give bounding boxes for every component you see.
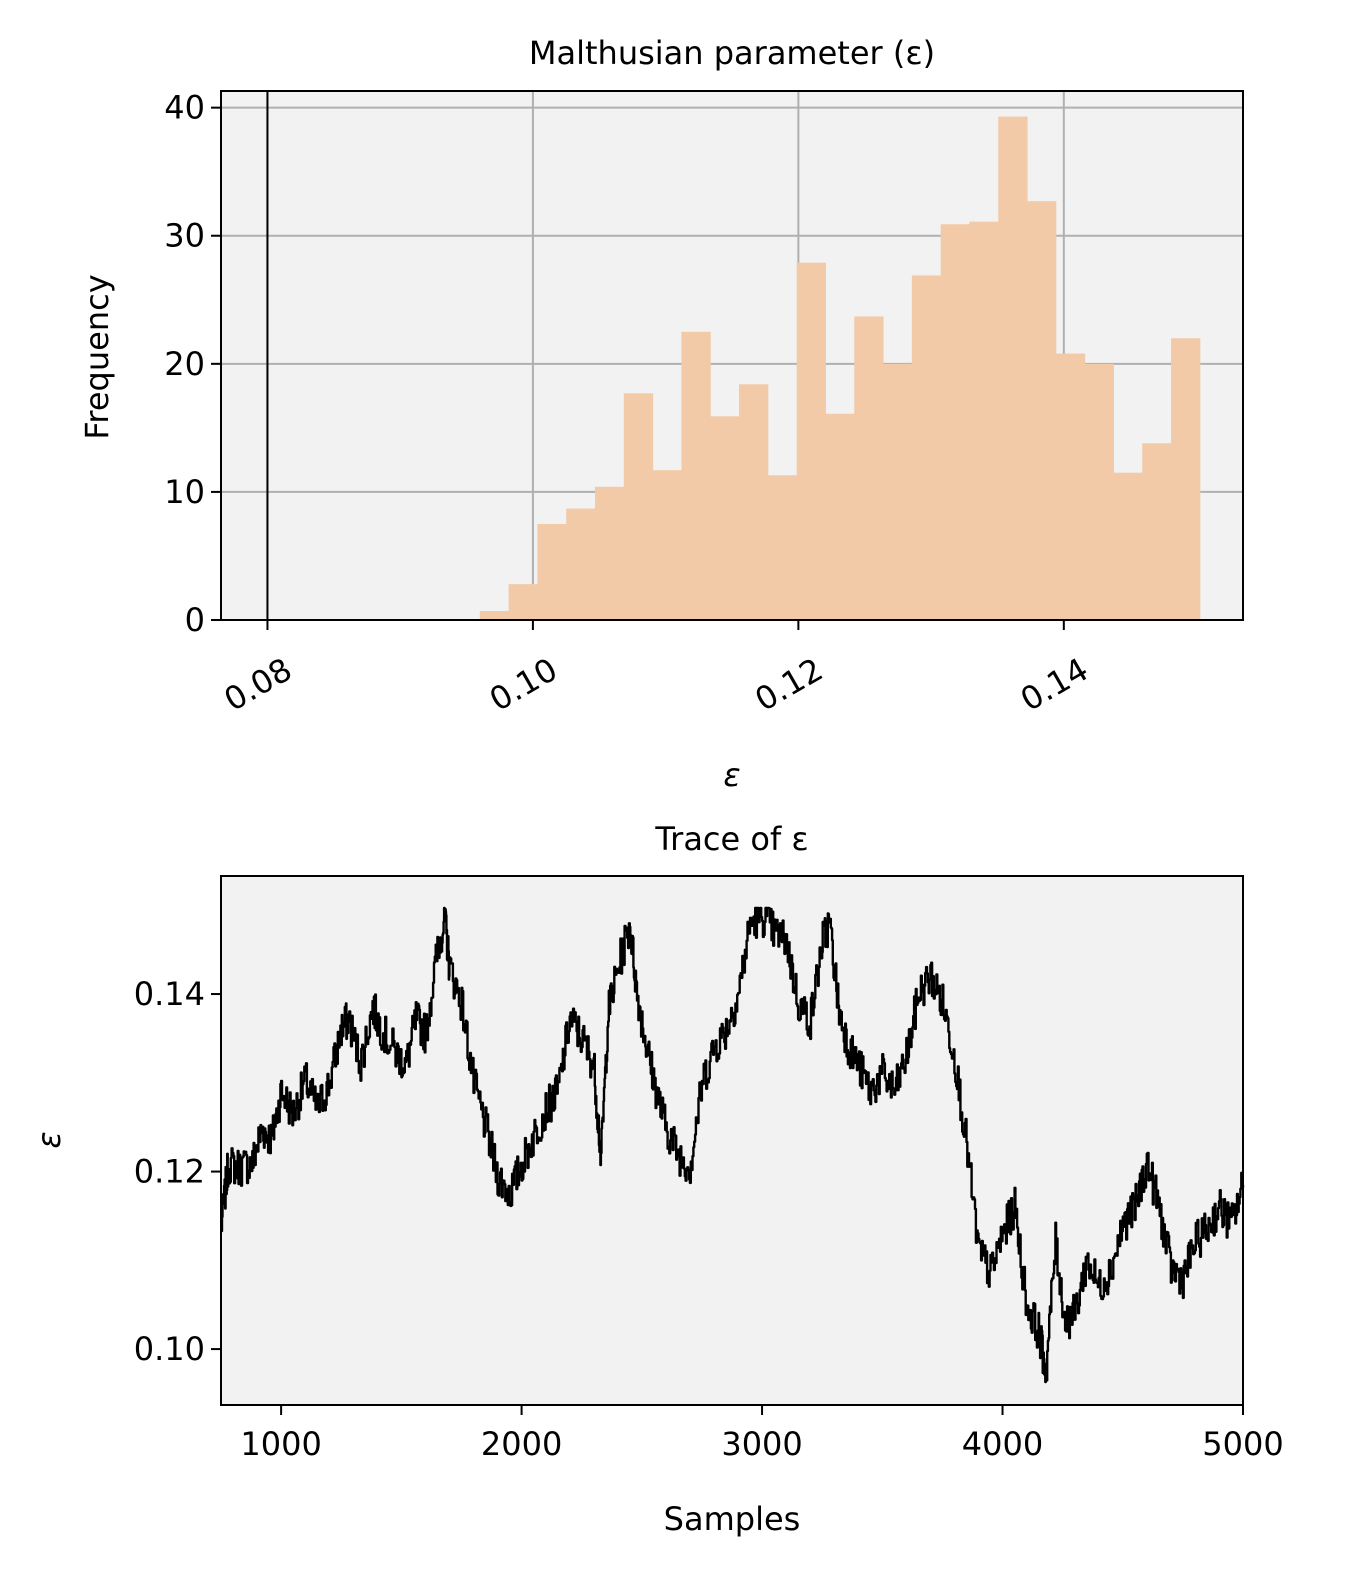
histogram-bar [566, 508, 596, 620]
histogram-bar [854, 316, 884, 620]
histogram-chart: 0.08 0.10 0.12 0.14 0 10 20 30 40 Malthusian pa… [78, 34, 1244, 794]
trace-plot-area [221, 876, 1243, 1405]
trace-x-tick-label: 5000 [1202, 1425, 1283, 1463]
histogram-bars [479, 116, 1201, 621]
histogram-y-tick-label: 40 [164, 89, 205, 127]
histogram-y-label: Frequency [78, 274, 116, 439]
histogram-x-ticks: 0.08 0.10 0.12 0.14 [218, 620, 1095, 719]
histogram-x-tick-label: 0.12 [749, 650, 830, 719]
histogram-bar [681, 331, 711, 620]
histogram-y-ticks: 0 10 20 30 40 [164, 89, 221, 639]
trace-x-tick-label: 3000 [721, 1425, 802, 1463]
histogram-bar [479, 611, 510, 620]
histogram-bar [1055, 353, 1086, 620]
histogram-bar [825, 413, 855, 620]
histogram-title: Malthusian parameter (ε) [529, 34, 935, 72]
histogram-bar [998, 116, 1028, 620]
trace-x-label: Samples [664, 1500, 801, 1538]
histogram-y-tick-label: 10 [164, 473, 205, 511]
histogram-bar [883, 363, 913, 620]
histogram-bar [1113, 472, 1143, 620]
trace-frame [220, 875, 1244, 1406]
histogram-bar [911, 275, 942, 620]
trace-y-ticks: 0.10 0.12 0.14 [134, 975, 221, 1368]
histogram-bar [1027, 201, 1057, 620]
histogram-bar [1084, 363, 1114, 620]
trace-y-tick-label: 0.10 [134, 1330, 205, 1368]
trace-y-label: ε [30, 1131, 68, 1148]
histogram-bar [508, 584, 538, 620]
histogram-x-label: ε [723, 756, 740, 794]
histogram-bar [1171, 338, 1201, 620]
histogram-bar [623, 393, 654, 620]
histogram-x-tick-label: 0.08 [218, 650, 299, 719]
trace-x-ticks: 1000 2000 3000 4000 5000 [240, 1405, 1284, 1463]
histogram-bar [969, 221, 999, 620]
trace-y-tick-label: 0.14 [134, 975, 205, 1013]
histogram-y-tick-label: 30 [164, 217, 205, 255]
trace-title: Trace of ε [654, 820, 808, 858]
trace-chart: 1000 2000 3000 4000 5000 0.10 0.12 0.14 Trace … [30, 820, 1284, 1538]
histogram-bar [940, 224, 970, 621]
histogram-y-tick-label: 20 [164, 345, 205, 383]
histogram-x-tick-label: 0.14 [1014, 650, 1095, 719]
histogram-bar [537, 523, 567, 620]
histogram-bar [739, 384, 769, 620]
histogram-bar [710, 416, 740, 620]
trace-x-tick-label: 1000 [240, 1425, 321, 1463]
trace-x-tick-label: 2000 [481, 1425, 562, 1463]
histogram-bar [595, 486, 625, 620]
histogram-bar [1142, 443, 1172, 620]
histogram-bar [767, 475, 798, 620]
histogram-bar [796, 262, 826, 620]
histogram-y-tick-label: 0 [185, 601, 205, 639]
trace-x-tick-label: 4000 [962, 1425, 1043, 1463]
histogram-x-tick-label: 0.10 [483, 650, 564, 719]
histogram-frame [220, 90, 1244, 621]
trace-y-tick-label: 0.12 [134, 1153, 205, 1191]
histogram-bar [652, 470, 682, 620]
trace-series-line [220, 906, 1245, 1384]
